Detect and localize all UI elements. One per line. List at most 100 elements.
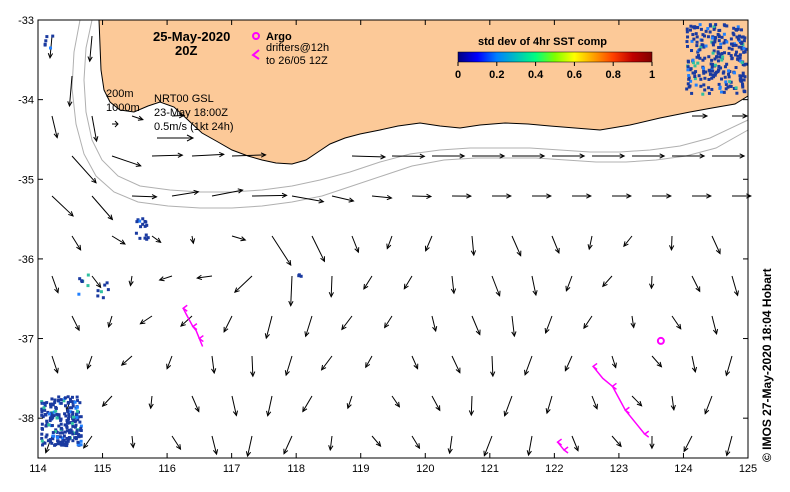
current-arrow-head xyxy=(83,442,89,449)
map-date: 25-May-2020 xyxy=(153,29,230,44)
sst-pixel xyxy=(729,80,733,84)
current-arrow-head xyxy=(649,283,655,290)
x-tick-label: 117 xyxy=(223,463,241,475)
sst-pixel xyxy=(40,437,44,441)
sst-pixel xyxy=(702,71,706,75)
current-arrow-head xyxy=(135,161,142,167)
sst-pixel xyxy=(703,56,707,60)
current-arrow-head xyxy=(193,189,200,196)
current-arrow xyxy=(121,355,133,366)
current-arrow xyxy=(451,355,461,373)
sst-pixel xyxy=(63,443,67,447)
current-arrow-head xyxy=(260,152,267,158)
sst-pixel xyxy=(727,75,731,79)
sst-pixel xyxy=(143,236,147,240)
sst-pixel xyxy=(79,424,83,428)
current-arrow-head xyxy=(455,367,461,374)
sst-pixel xyxy=(738,74,742,78)
sst-pixel xyxy=(73,436,77,440)
current-arrow xyxy=(302,395,313,412)
sst-pixel xyxy=(725,62,729,66)
current-arrow xyxy=(425,235,433,251)
sst-pixel xyxy=(73,425,77,429)
current-arrow-head xyxy=(725,450,731,457)
sst-pixel xyxy=(43,408,47,412)
sst-pixel xyxy=(714,23,718,27)
sst-pixel xyxy=(65,441,69,445)
sst-pixel xyxy=(721,55,725,59)
current-arrow xyxy=(691,355,696,372)
sst-pixel xyxy=(716,68,720,72)
current-arrow xyxy=(471,315,481,335)
sst-pixel xyxy=(69,399,73,403)
sst-pixel xyxy=(689,67,693,71)
sst-pixel xyxy=(44,413,48,417)
sst-pixel xyxy=(686,82,690,86)
sst-pixel xyxy=(723,75,727,79)
current-arrow xyxy=(111,235,126,245)
sst-pixel xyxy=(86,273,90,277)
current-arrow-head xyxy=(623,241,629,248)
scale-arrow xyxy=(157,134,195,142)
current-arrow-head xyxy=(611,362,617,369)
sst-pixel xyxy=(66,395,70,399)
current-arrow xyxy=(347,395,353,409)
sst-pixel xyxy=(719,66,723,70)
sst-pixel xyxy=(134,231,138,235)
sst-pixel xyxy=(727,72,731,76)
sst-pixel xyxy=(42,441,46,445)
sst-pixel xyxy=(47,412,51,416)
sst-pixel xyxy=(738,78,742,82)
current-arrow-head xyxy=(511,331,517,338)
sst-pixel xyxy=(703,34,707,38)
sst-pixel xyxy=(732,71,736,75)
sst-pixel xyxy=(43,401,47,405)
sst-pixel xyxy=(717,46,721,50)
current-arrow-head xyxy=(579,153,586,159)
sst-pixel xyxy=(686,59,690,63)
sst-pixel xyxy=(71,424,75,428)
current-arrow-head xyxy=(53,132,59,139)
sst-pixel xyxy=(723,65,727,69)
sst-pixel xyxy=(75,409,79,413)
sst-pixel xyxy=(713,63,717,67)
sst-pixel xyxy=(693,64,697,68)
sst-pixel xyxy=(52,434,56,438)
current-arrow xyxy=(351,155,386,158)
current-arrow-head xyxy=(699,153,706,159)
current-arrow xyxy=(91,195,113,220)
current-arrow-head xyxy=(93,136,99,143)
current-arrow xyxy=(211,435,218,455)
sst-pixel xyxy=(736,25,740,29)
current-arrow-head xyxy=(704,408,710,415)
drifter-marker xyxy=(643,430,650,438)
current-arrow xyxy=(571,435,579,451)
sst-pixel xyxy=(143,219,147,223)
current-arrow-head xyxy=(565,285,571,292)
current-arrow xyxy=(87,355,93,369)
current-arrow xyxy=(391,395,400,408)
colorbar-tick-label: 0 xyxy=(455,69,461,81)
current-arrow xyxy=(305,315,313,337)
sst-pixel xyxy=(742,78,746,82)
current-arrow-head xyxy=(695,286,701,293)
sst-pixel xyxy=(724,82,728,86)
current-arrow-head xyxy=(286,259,292,266)
current-arrow-head xyxy=(196,274,203,281)
current-arrow-head xyxy=(166,363,172,370)
sst-pixel xyxy=(723,24,727,28)
current-arrow xyxy=(51,195,74,217)
x-tick-label: 114 xyxy=(29,463,47,475)
current-arrow xyxy=(311,235,325,262)
current-arrow-head xyxy=(86,363,92,370)
x-tick-label: 123 xyxy=(610,463,628,475)
sst-pixel xyxy=(717,64,721,68)
current-arrow-head xyxy=(545,408,551,415)
current-arrow-head xyxy=(495,290,501,297)
current-arrow-head xyxy=(459,153,466,159)
sst-pixel xyxy=(45,401,49,405)
sst-pixel xyxy=(70,421,74,425)
sst-pixel xyxy=(80,279,84,283)
current-arrow-head xyxy=(630,322,636,329)
current-arrow-head xyxy=(414,443,421,450)
